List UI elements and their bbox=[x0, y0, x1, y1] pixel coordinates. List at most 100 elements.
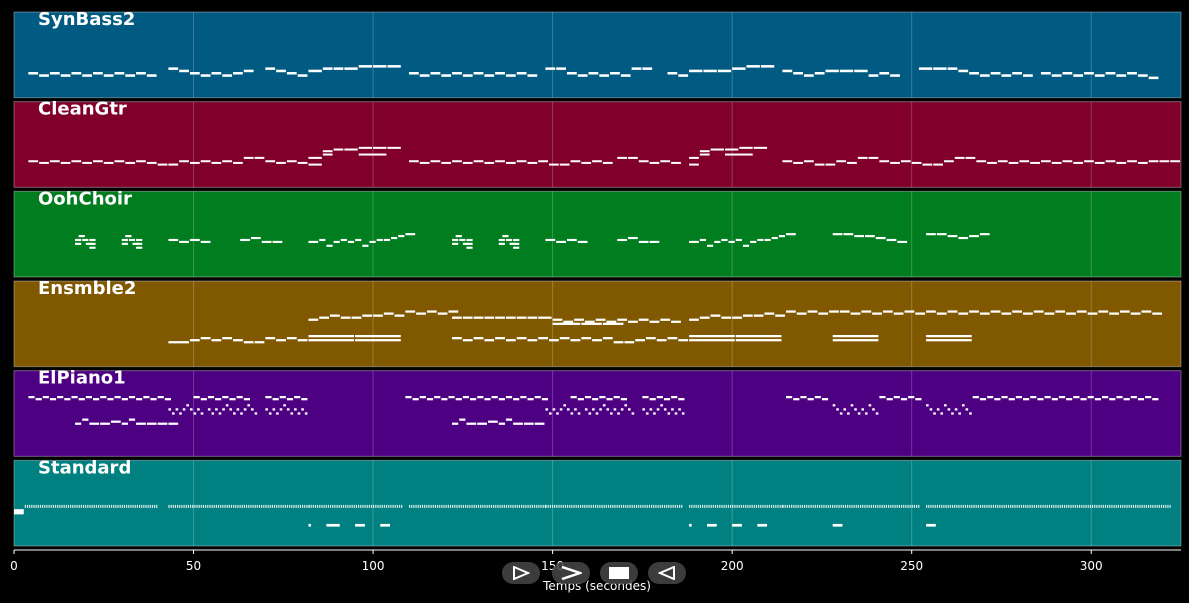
note bbox=[121, 238, 128, 242]
hihat-note bbox=[503, 504, 505, 508]
note bbox=[847, 161, 857, 164]
note bbox=[85, 242, 92, 245]
note bbox=[355, 339, 401, 342]
note bbox=[1087, 396, 1094, 399]
note bbox=[513, 398, 520, 401]
hihat-note bbox=[490, 504, 493, 508]
note bbox=[588, 412, 592, 415]
hihat-note bbox=[426, 504, 428, 508]
hihat-note bbox=[984, 504, 986, 508]
play-button[interactable] bbox=[502, 562, 540, 584]
track-label: OohChoir bbox=[38, 188, 132, 209]
note bbox=[671, 320, 681, 323]
note bbox=[649, 240, 660, 243]
hihat-note bbox=[143, 504, 145, 508]
hihat-note bbox=[819, 504, 821, 508]
hihat-note bbox=[501, 504, 503, 508]
hihat-note bbox=[1020, 504, 1023, 508]
note bbox=[979, 312, 990, 315]
note bbox=[1094, 74, 1105, 77]
stop-button[interactable] bbox=[600, 562, 638, 584]
note bbox=[243, 69, 254, 73]
note bbox=[653, 412, 656, 415]
note bbox=[322, 150, 333, 153]
track-oohchoir: OohChoir bbox=[13, 188, 1182, 278]
hihat-note bbox=[812, 504, 814, 508]
hihat-note bbox=[398, 504, 401, 508]
note bbox=[82, 418, 89, 421]
note bbox=[1094, 398, 1102, 401]
note bbox=[78, 398, 85, 401]
note bbox=[839, 310, 850, 313]
hihat-note bbox=[949, 504, 951, 508]
note bbox=[969, 71, 979, 75]
hihat-note bbox=[1109, 504, 1111, 508]
note bbox=[638, 160, 649, 163]
note bbox=[189, 71, 200, 75]
note bbox=[114, 396, 121, 399]
note bbox=[276, 161, 286, 164]
note bbox=[136, 238, 143, 242]
rewind-button[interactable] bbox=[648, 562, 686, 584]
hihat-note bbox=[74, 504, 76, 508]
hihat-note bbox=[1012, 504, 1014, 508]
note bbox=[965, 408, 969, 411]
hihat-note bbox=[497, 504, 499, 508]
note bbox=[599, 74, 610, 77]
hihat-note bbox=[782, 504, 784, 508]
note bbox=[121, 242, 128, 245]
hihat-note bbox=[575, 504, 577, 508]
hihat-note bbox=[803, 504, 806, 508]
note bbox=[645, 412, 649, 415]
note bbox=[1109, 398, 1116, 401]
note bbox=[233, 412, 236, 415]
note bbox=[452, 316, 462, 319]
note bbox=[807, 398, 814, 401]
note bbox=[308, 318, 319, 321]
hihat-note bbox=[452, 504, 454, 508]
hihat-note bbox=[1059, 504, 1061, 508]
note bbox=[71, 71, 82, 75]
note bbox=[735, 238, 742, 242]
hihat-note bbox=[1042, 504, 1044, 508]
track-elpiano1: ElPiano1 bbox=[13, 368, 1182, 457]
hihat-note bbox=[113, 504, 115, 508]
stop-icon bbox=[609, 567, 629, 579]
track-synbass2: SynBass2 bbox=[13, 9, 1182, 99]
note bbox=[854, 408, 857, 411]
note bbox=[168, 163, 179, 166]
track-cleangtr: CleanGtr bbox=[13, 99, 1182, 188]
note bbox=[890, 161, 900, 164]
hihat-note bbox=[1018, 504, 1020, 508]
hihat-note bbox=[477, 504, 480, 508]
note bbox=[355, 523, 365, 527]
note bbox=[559, 337, 570, 340]
hihat-note bbox=[881, 504, 883, 508]
hihat-note bbox=[518, 504, 521, 508]
forward-button[interactable] bbox=[552, 562, 590, 584]
hihat-note bbox=[304, 504, 306, 508]
hihat-note bbox=[396, 504, 398, 508]
note bbox=[1066, 312, 1076, 315]
hihat-note bbox=[1014, 504, 1016, 508]
hihat-note bbox=[136, 504, 139, 508]
note bbox=[505, 238, 513, 242]
note bbox=[689, 163, 699, 166]
note bbox=[243, 156, 254, 159]
note bbox=[979, 74, 990, 77]
track-label: SynBass2 bbox=[38, 9, 135, 30]
hihat-note bbox=[898, 504, 900, 508]
hihat-note bbox=[838, 504, 840, 508]
hihat-note bbox=[366, 504, 368, 508]
note bbox=[125, 235, 132, 238]
note bbox=[168, 238, 179, 242]
hihat-note bbox=[932, 504, 934, 508]
note bbox=[308, 240, 319, 243]
note bbox=[602, 337, 613, 340]
hihat-note bbox=[764, 504, 766, 508]
note bbox=[308, 334, 355, 338]
note bbox=[193, 412, 197, 415]
note bbox=[764, 312, 775, 315]
note bbox=[660, 404, 663, 407]
note bbox=[538, 316, 552, 319]
